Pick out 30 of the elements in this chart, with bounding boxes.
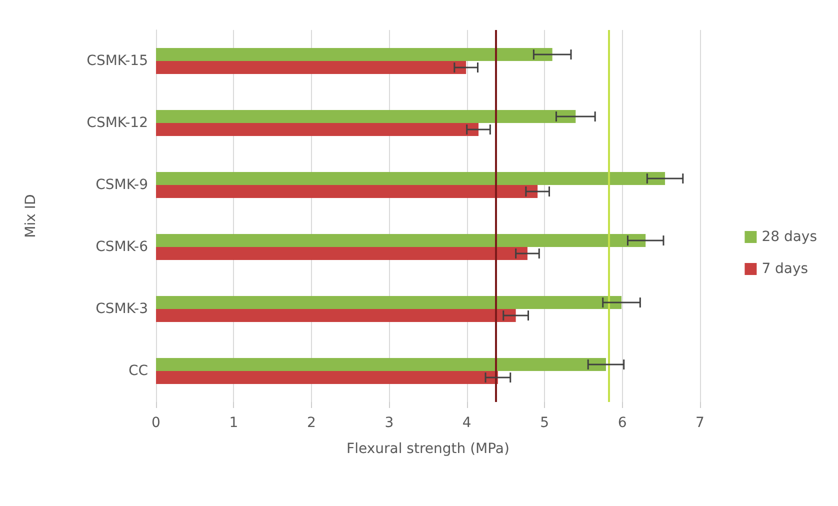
- bar: [156, 309, 516, 322]
- bar: [156, 296, 622, 309]
- x-tick-label: 3: [384, 415, 394, 431]
- bar: [156, 48, 552, 61]
- bar: [156, 110, 576, 123]
- x-axis-title: Flexural strength (MPa): [346, 441, 510, 457]
- y-tick-label: CSMK-15: [86, 53, 148, 69]
- bar: [156, 123, 479, 136]
- y-tick-label: CC: [128, 363, 148, 379]
- bar: [156, 172, 666, 185]
- y-tick-label: CSMK-12: [86, 115, 148, 131]
- x-tick-label: 5: [540, 415, 550, 431]
- y-axis-title: Mix ID: [23, 194, 39, 238]
- bar: [156, 371, 498, 384]
- x-tick-label: 1: [229, 415, 238, 431]
- y-tick-label: CSMK-3: [96, 301, 148, 317]
- bar: [156, 234, 646, 247]
- bar: [156, 185, 538, 198]
- x-tick-label: 7: [696, 415, 704, 431]
- x-tick-label: 2: [306, 415, 316, 431]
- y-tick-label: CSMK-6: [96, 239, 148, 255]
- bar: [156, 247, 528, 260]
- legend-label: 28 days: [762, 229, 818, 245]
- x-tick-label: 0: [152, 415, 160, 431]
- legend-label: 7 days: [762, 261, 808, 277]
- bar: [156, 358, 606, 371]
- x-tick-label: 4: [462, 415, 472, 431]
- bar: [156, 61, 466, 74]
- y-tick-label: CSMK-9: [96, 177, 148, 193]
- x-tick-label: 6: [618, 415, 627, 431]
